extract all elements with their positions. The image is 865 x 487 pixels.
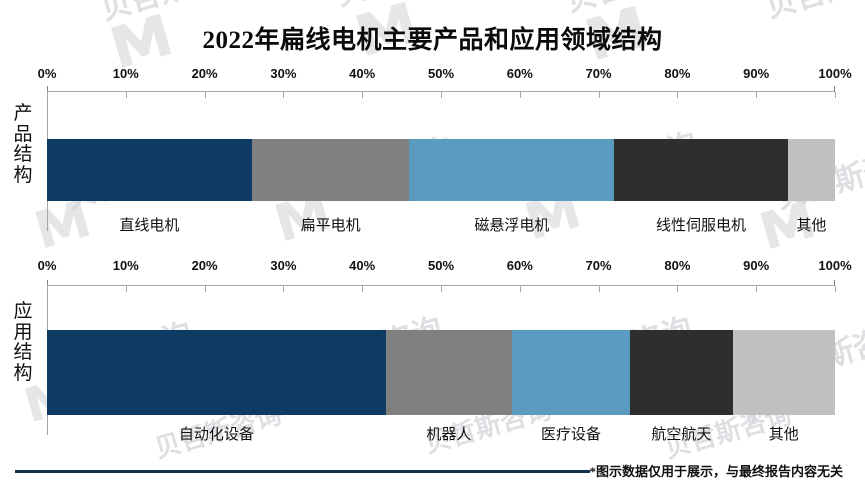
axis-tick-label: 70% xyxy=(585,258,612,273)
axis-tick-mark xyxy=(204,286,206,292)
axis-tick-label: 30% xyxy=(270,66,297,81)
category-label-char: 产 xyxy=(13,103,33,124)
bar-segment xyxy=(47,330,386,415)
footer-note: *图示数据仅用于展示，与最终报告内容无关 xyxy=(589,464,843,479)
axis-tick-label: 60% xyxy=(506,66,533,81)
bar-segment xyxy=(409,139,615,201)
axis-tick-label: 60% xyxy=(506,258,533,273)
axis-tick-label: 100% xyxy=(818,66,852,81)
axis-tick-mark xyxy=(519,92,521,98)
axis-line-product xyxy=(47,86,836,98)
segment-labels-application: 自动化设备 机器人 医疗设备 航空航天 其他 xyxy=(47,423,835,447)
axis-tick-label: 0% xyxy=(37,66,57,81)
axis-tick-mark xyxy=(519,286,521,292)
axis-tick-label: 10% xyxy=(112,66,139,81)
bar-segment xyxy=(511,330,631,415)
axis-tick-label: 50% xyxy=(427,258,455,273)
bar-segment xyxy=(732,330,835,415)
axis-tick-mark xyxy=(204,92,206,98)
axis-tick-mark xyxy=(598,92,600,98)
category-label-char: 用 xyxy=(13,321,33,343)
bar-segment xyxy=(251,139,410,201)
footer-rule xyxy=(15,470,590,473)
axis-tick-label: 30% xyxy=(270,258,297,273)
category-label-char: 结 xyxy=(13,144,33,166)
axis-top-product: 0% 10% 20% 30% 40% 50% 60% 70% 80% 90% 100% xyxy=(38,66,852,88)
axis-tick-mark xyxy=(677,92,679,98)
axis-tick-label: 20% xyxy=(191,258,218,273)
category-label-char: 构 xyxy=(13,362,33,384)
axis-tick-label: 90% xyxy=(743,66,770,81)
bar-segment-label: 线性伺服电机 xyxy=(656,218,747,234)
axis-tick-label: 20% xyxy=(191,66,218,81)
axis-end-cap-right xyxy=(834,86,835,92)
axis-tick-mark xyxy=(362,92,364,98)
bar-segment xyxy=(787,139,835,201)
bar-segment xyxy=(630,330,733,415)
category-label-char: 应 xyxy=(13,301,33,322)
watermark-text: 贝哲斯咨询 xyxy=(560,0,716,20)
axis-tick-label: 0% xyxy=(37,258,57,273)
bar-segment xyxy=(47,139,252,201)
segment-labels-product: 直线电机 扁平电机 磁悬浮电机 线性伺服电机 其他 xyxy=(47,214,835,238)
axis-tick-mark xyxy=(756,286,758,292)
axis-tick-mark xyxy=(283,92,285,98)
axis-tick-label: 40% xyxy=(349,66,376,81)
axis-tick-label: 80% xyxy=(664,66,691,81)
category-label-char: 结 xyxy=(13,342,33,364)
axis-top-application: 0% 10% 20% 30% 40% 50% 60% 70% 80% 90% 100% xyxy=(38,258,852,280)
axis-tick-mark xyxy=(756,92,758,98)
stacked-bar-application xyxy=(47,330,835,415)
axis-tick-mark xyxy=(835,286,836,292)
bar-segment xyxy=(614,139,788,201)
axis-tick-label: 10% xyxy=(112,258,139,273)
axis-tick-mark xyxy=(441,92,442,98)
category-label-application: 应用结构 xyxy=(4,301,42,384)
axis-tick-mark xyxy=(125,92,127,98)
axis-tick-label: 40% xyxy=(349,258,376,273)
axis-end-cap-left xyxy=(47,280,48,286)
axis-end-cap-right xyxy=(834,280,835,286)
category-label-char: 品 xyxy=(13,123,33,145)
bar-segment-label: 扁平电机 xyxy=(300,218,361,234)
chart-panel-application: 0% 10% 20% 30% 40% 50% 60% 70% 80% 90% 100% 应用结构 自… xyxy=(0,258,865,448)
axis-tick-mark xyxy=(441,286,442,292)
bar-segment-label: 医疗设备 xyxy=(541,427,602,443)
bar-segment-label: 机器人 xyxy=(426,427,472,443)
bar-segment-label: 自动化设备 xyxy=(178,427,254,443)
axis-tick-mark xyxy=(598,286,600,292)
bar-segment-label: 航空航天 xyxy=(651,427,712,443)
axis-tick-label: 80% xyxy=(664,258,691,273)
axis-end-cap-left xyxy=(47,86,48,92)
category-label-char: 构 xyxy=(13,164,33,186)
axis-tick-label: 70% xyxy=(585,66,612,81)
chart-panel-product: 0% 10% 20% 30% 40% 50% 60% 70% 80% 90% 100% 产品结构 直… xyxy=(0,66,865,241)
axis-tick-mark xyxy=(835,92,836,98)
axis-tick-mark xyxy=(125,286,127,292)
axis-tick-mark xyxy=(283,286,285,292)
axis-tick-mark xyxy=(677,286,679,292)
axis-tick-mark xyxy=(362,286,364,292)
axis-tick-label: 90% xyxy=(743,258,770,273)
axis-tick-label: 100% xyxy=(818,258,852,273)
axis-line-application xyxy=(47,280,836,292)
bar-segment-label: 其他 xyxy=(768,427,799,443)
watermark-text: 贝哲斯咨询 xyxy=(330,0,486,14)
bar-segment-label: 磁悬浮电机 xyxy=(474,218,550,234)
bar-segment xyxy=(385,330,512,415)
axis-tick-label: 50% xyxy=(427,66,455,81)
page-title: 2022年扁线电机主要产品和应用领域结构 xyxy=(202,27,663,54)
bar-segment-label: 直线电机 xyxy=(119,218,180,234)
stacked-bar-product xyxy=(47,139,835,201)
bar-segment-label: 其他 xyxy=(796,218,827,234)
category-label-product: 产品结构 xyxy=(4,103,42,186)
